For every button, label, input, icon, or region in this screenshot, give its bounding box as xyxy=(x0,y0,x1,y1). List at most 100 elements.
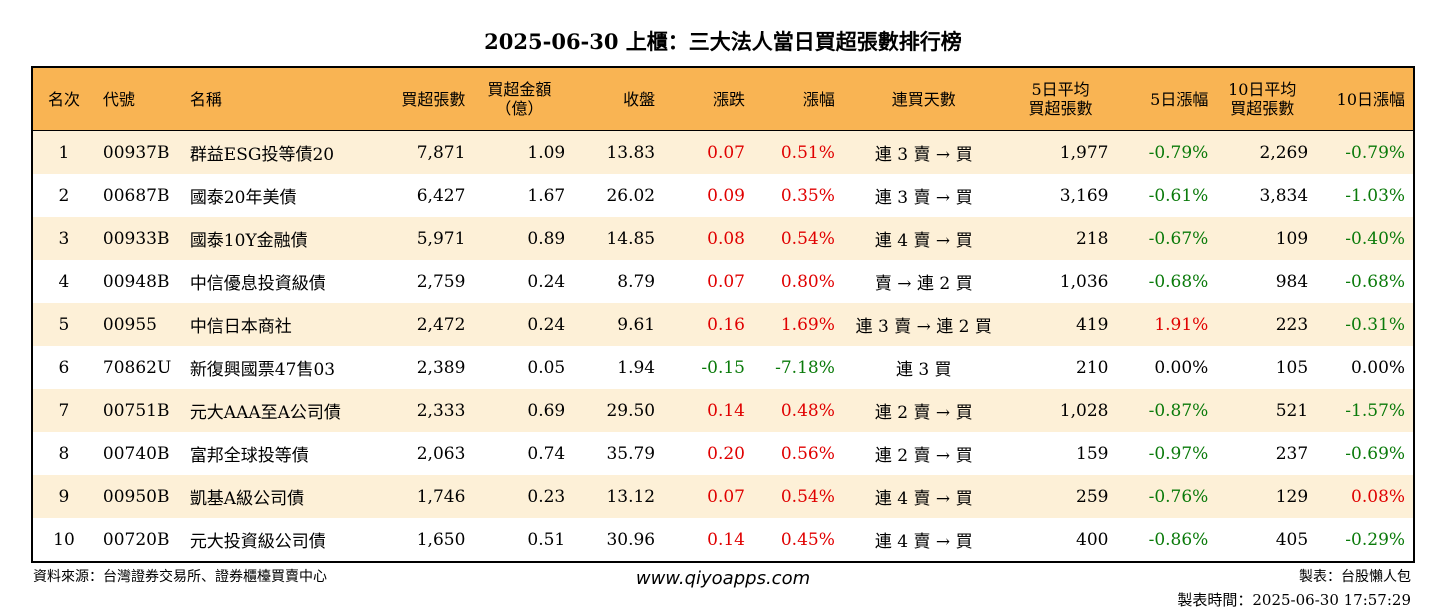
cell-buy-lots: 2,759 xyxy=(416,271,466,292)
cell-pct10: -0.31% xyxy=(1345,314,1406,335)
cell-avg5: 218 xyxy=(1076,228,1109,249)
table-row: 5 00955 中信日本商社 2,472 0.24 9.61 0.16 1.69% 連 3 賣 … xyxy=(33,303,1413,346)
cell-avg10: 105 xyxy=(1275,357,1309,378)
cell-avg10: 521 xyxy=(1275,400,1309,421)
page-title: 2025-06-30 上櫃：三大法人當日買超張數排行榜 xyxy=(484,29,962,54)
header-avg10-line2: 買超張數 xyxy=(1230,99,1295,118)
cell-avg10: 3,834 xyxy=(1259,185,1309,206)
cell-name: 元大AAA至A公司債 xyxy=(189,403,341,423)
cell-buy-amount: 1.67 xyxy=(527,185,566,206)
cell-avg5: 1,028 xyxy=(1059,400,1109,421)
cell-pct5: -0.79% xyxy=(1148,142,1209,163)
cell-name: 凱基A級公司債 xyxy=(189,489,305,509)
cell-pct10: 0.00% xyxy=(1351,357,1406,378)
cell-change: 0.07 xyxy=(707,142,745,163)
cell-rank: 3 xyxy=(58,228,70,249)
cell-avg5: 1,036 xyxy=(1059,271,1109,292)
header-rank: 名次 xyxy=(47,89,80,109)
table-header-row: 名次 代號 名稱 買超張數 買超金額 （億） 收盤 漲跌 漲幅 連買天數 5日平… xyxy=(33,68,1413,131)
cell-avg10: 984 xyxy=(1275,271,1309,292)
cell-change-pct: 0.48% xyxy=(780,400,835,421)
cell-streak: 連 2 賣 → 買 xyxy=(874,446,973,466)
cell-close: 14.85 xyxy=(606,228,656,249)
cell-name: 中信優息投資級債 xyxy=(189,274,326,294)
cell-pct5: -0.61% xyxy=(1148,185,1209,206)
cell-change: 0.08 xyxy=(707,228,745,249)
cell-pct5: 0.00% xyxy=(1154,357,1209,378)
cell-rank: 2 xyxy=(58,185,70,206)
header-pct5: 5日漲幅 xyxy=(1150,89,1209,109)
cell-rank: 1 xyxy=(58,142,70,163)
cell-change: 0.09 xyxy=(707,185,745,206)
cell-pct5: -0.68% xyxy=(1148,271,1209,292)
cell-close: 13.83 xyxy=(606,142,656,163)
cell-avg10: 405 xyxy=(1275,529,1309,550)
header-name: 名稱 xyxy=(189,89,222,109)
cell-streak: 連 4 賣 → 買 xyxy=(874,532,973,552)
cell-code: 00720B xyxy=(102,529,170,550)
cell-avg10: 109 xyxy=(1275,228,1309,249)
cell-code: 00740B xyxy=(102,443,170,464)
cell-code: 00955 xyxy=(102,314,158,335)
cell-avg5: 159 xyxy=(1076,443,1109,464)
cell-streak: 賣 → 連 2 買 xyxy=(874,274,973,294)
header-avg5-line1: 5日平均 xyxy=(1031,80,1090,99)
cell-change-pct: 0.54% xyxy=(780,486,835,507)
footer-made-time: 製表時間：2025-06-30 17:57:29 xyxy=(1177,591,1411,609)
cell-change-pct: 0.56% xyxy=(780,443,835,464)
cell-pct5: -0.76% xyxy=(1148,486,1209,507)
header-close: 收盤 xyxy=(623,89,656,109)
cell-pct10: -1.03% xyxy=(1345,185,1406,206)
cell-pct10: -0.29% xyxy=(1345,529,1406,550)
cell-code: 00937B xyxy=(102,142,170,163)
header-buy-amount: 買超金額 （億） xyxy=(469,80,569,118)
cell-buy-lots: 7,871 xyxy=(416,142,466,163)
cell-buy-amount: 0.74 xyxy=(527,443,566,464)
header-avg5: 5日平均 買超張數 xyxy=(1009,80,1113,118)
table-row: 7 00751B 元大AAA至A公司債 2,333 0.69 29.50 0.14 0.48%… xyxy=(33,389,1413,432)
cell-change: -0.15 xyxy=(701,357,745,378)
ranking-table: 名次 代號 名稱 買超張數 買超金額 （億） 收盤 漲跌 漲幅 連買天數 5日平… xyxy=(31,66,1415,563)
cell-buy-lots: 2,063 xyxy=(416,443,466,464)
cell-pct5: -0.97% xyxy=(1148,443,1209,464)
cell-change-pct: 1.69% xyxy=(780,314,835,335)
header-buy-lots: 買超張數 xyxy=(401,89,466,109)
table-row: 4 00948B 中信優息投資級債 2,759 0.24 8.79 0.07 0.80% 賣 →… xyxy=(33,260,1413,303)
cell-pct5: -0.87% xyxy=(1148,400,1209,421)
cell-change: 0.07 xyxy=(707,486,745,507)
table-row: 6 70862U 新復興國票47售03 2,389 0.05 1.94 -0.15 -7.18… xyxy=(33,346,1413,389)
cell-buy-amount: 0.51 xyxy=(527,529,566,550)
cell-buy-amount: 1.09 xyxy=(527,142,566,163)
cell-close: 30.96 xyxy=(606,529,656,550)
cell-avg5: 1,977 xyxy=(1059,142,1109,163)
footer-source: 資料來源：台灣證券交易所、證券櫃檯買賣中心 xyxy=(33,569,327,585)
header-avg10: 10日平均 買超張數 xyxy=(1212,80,1312,118)
cell-change: 0.14 xyxy=(707,400,745,421)
cell-change-pct: 0.80% xyxy=(780,271,835,292)
cell-pct10: -1.57% xyxy=(1345,400,1406,421)
cell-buy-amount: 0.69 xyxy=(527,400,566,421)
cell-pct5: -0.86% xyxy=(1148,529,1209,550)
cell-close: 1.94 xyxy=(617,357,656,378)
cell-name: 新復興國票47售03 xyxy=(189,360,336,380)
cell-avg5: 259 xyxy=(1076,486,1109,507)
cell-buy-amount: 0.24 xyxy=(527,314,566,335)
cell-streak: 連 3 賣 → 買 xyxy=(874,188,973,208)
cell-name: 元大投資級公司債 xyxy=(189,532,326,552)
cell-change: 0.14 xyxy=(707,529,745,550)
cell-change-pct: -7.18% xyxy=(775,357,835,378)
cell-change-pct: 0.35% xyxy=(780,185,835,206)
header-avg5-line2: 買超張數 xyxy=(1028,99,1093,118)
cell-code: 00687B xyxy=(102,185,170,206)
cell-avg10: 237 xyxy=(1275,443,1309,464)
cell-buy-lots: 2,472 xyxy=(416,314,466,335)
cell-streak: 連 4 賣 → 買 xyxy=(874,231,973,251)
cell-buy-amount: 0.05 xyxy=(527,357,566,378)
cell-code: 00950B xyxy=(102,486,170,507)
footer-website[interactable]: www.qiyoapps.com xyxy=(635,568,811,589)
cell-buy-lots: 2,333 xyxy=(416,400,466,421)
cell-name: 國泰10Y金融債 xyxy=(189,231,308,251)
cell-pct10: -0.79% xyxy=(1345,142,1406,163)
cell-change-pct: 0.45% xyxy=(780,529,835,550)
cell-change: 0.20 xyxy=(707,443,745,464)
